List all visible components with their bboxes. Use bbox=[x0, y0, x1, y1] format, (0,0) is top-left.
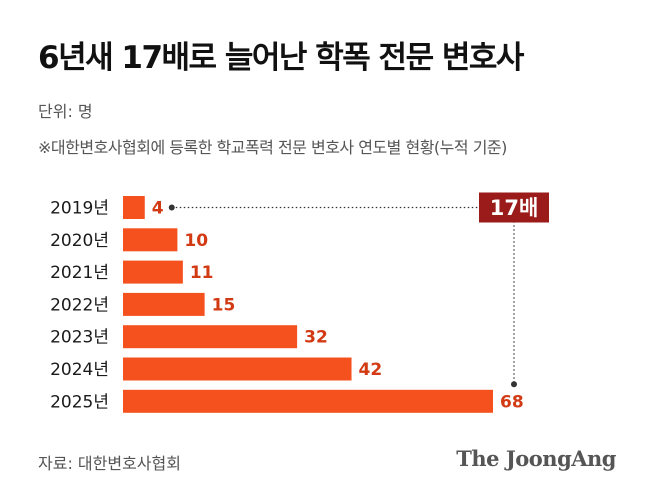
value-label: 68 bbox=[500, 392, 524, 412]
category-label: 2022년 bbox=[50, 295, 109, 315]
category-label: 2019년 bbox=[50, 199, 109, 219]
bar bbox=[123, 260, 183, 284]
unit-label: 단위: 명 bbox=[38, 102, 93, 121]
annotation-dot-end bbox=[511, 381, 517, 388]
chart-title: 6년새 17배로 늘어난 학폭 전문 변호사 bbox=[38, 40, 524, 76]
category-label: 2025년 bbox=[50, 392, 109, 412]
annotation-badge bbox=[479, 192, 549, 223]
category-label: 2023년 bbox=[50, 328, 109, 348]
bar bbox=[123, 325, 298, 349]
value-label: 11 bbox=[190, 263, 214, 283]
bar bbox=[123, 196, 145, 219]
annotation-dot-start bbox=[168, 204, 175, 211]
bar bbox=[123, 292, 205, 316]
value-label: 15 bbox=[212, 295, 236, 315]
bar bbox=[123, 357, 352, 381]
value-label: 10 bbox=[184, 231, 208, 251]
brand-logo: The JoongAng bbox=[456, 446, 616, 471]
annotation-connector bbox=[171, 206, 515, 385]
chart-note: ※대한변호사협회에 등록한 학교폭력 전문 변호사 연도별 현황(누적 기준) bbox=[38, 138, 507, 157]
category-label: 2024년 bbox=[50, 360, 109, 380]
source-label: 자료: 대한변호사협회 bbox=[38, 454, 181, 473]
category-label: 2020년 bbox=[50, 231, 109, 251]
value-label: 42 bbox=[359, 360, 383, 380]
bar bbox=[123, 389, 493, 413]
category-label: 2021년 bbox=[50, 263, 109, 283]
value-label: 4 bbox=[152, 199, 164, 219]
bar bbox=[123, 228, 178, 252]
value-label: 32 bbox=[304, 328, 328, 348]
annotation-label: 17배 bbox=[490, 196, 539, 220]
